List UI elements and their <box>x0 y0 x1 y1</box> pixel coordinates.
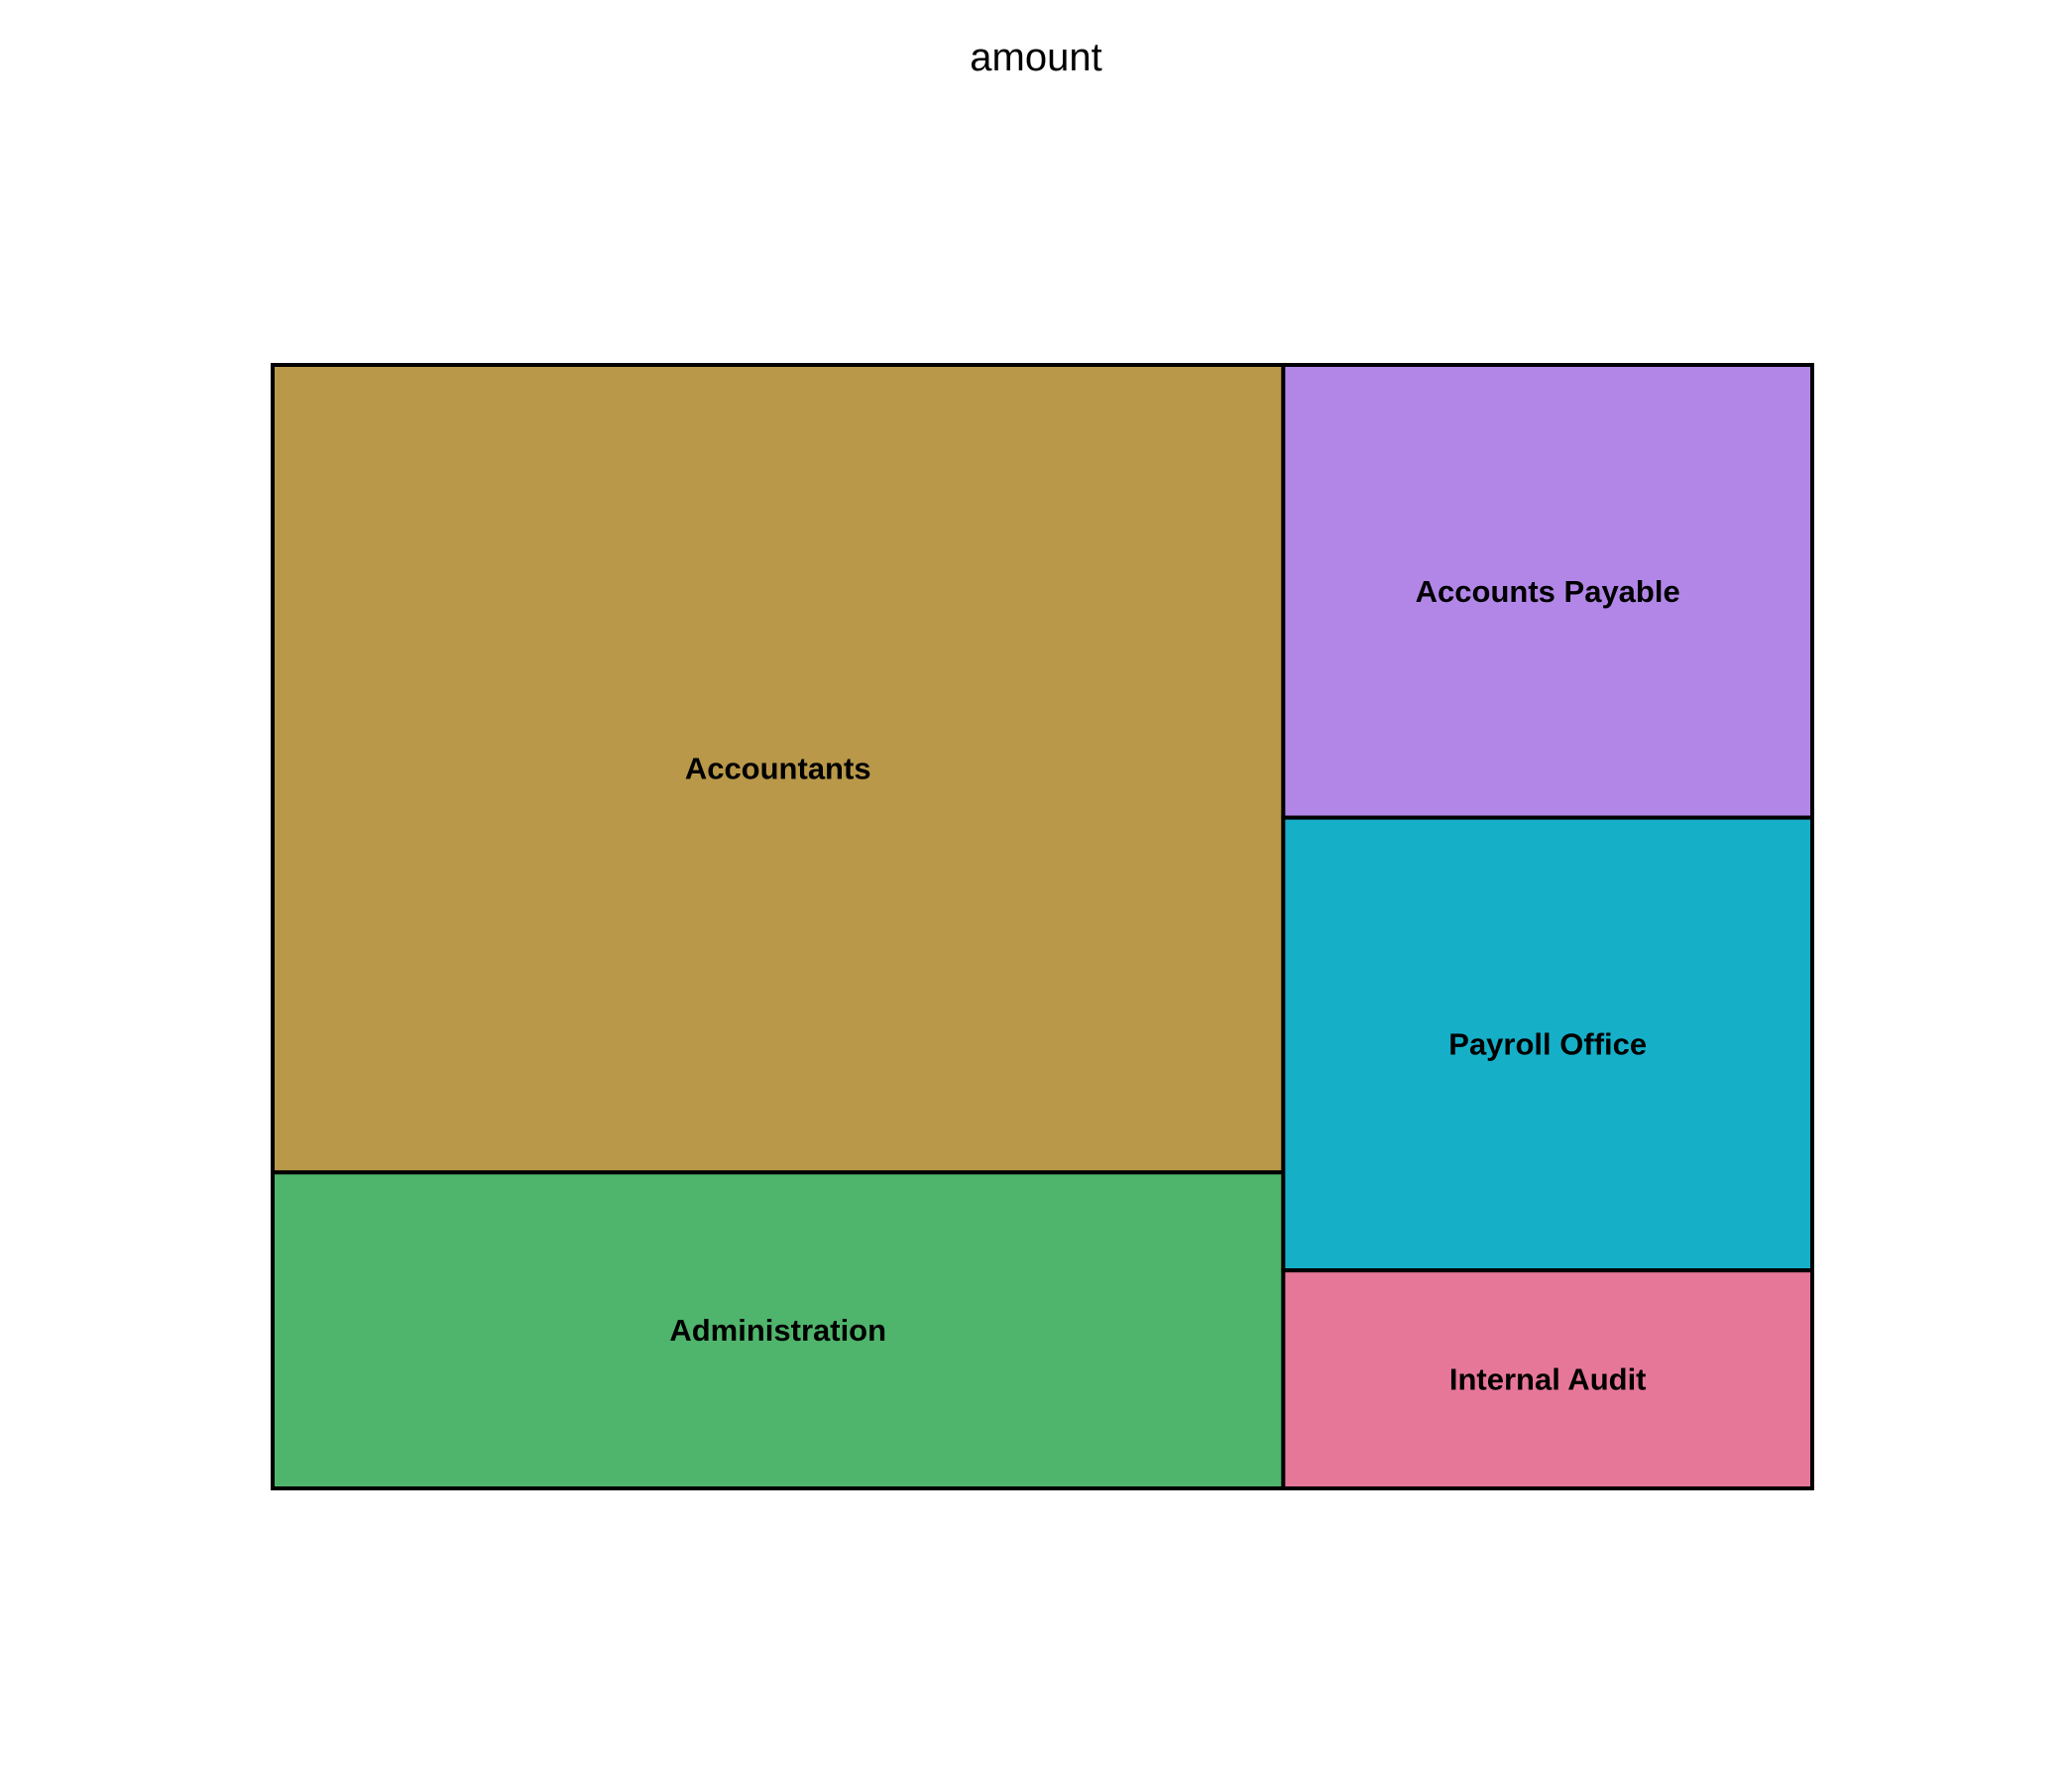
tile-label-accounts-payable: Accounts Payable <box>1416 574 1680 609</box>
chart-title: amount <box>970 36 1102 79</box>
tile-label-administration: Administration <box>669 1313 886 1348</box>
tile-accountants <box>271 363 1286 1175</box>
tile-label-internal-audit: Internal Audit <box>1449 1362 1647 1397</box>
tile-accounts-payable <box>1281 363 1814 820</box>
tile-internal-audit <box>1281 1268 1814 1490</box>
tile-administration <box>271 1170 1286 1490</box>
tile-payroll-office <box>1281 815 1814 1273</box>
tile-label-accountants: Accountants <box>685 752 871 786</box>
treemap-tiles: Accountants Administration Accounts Payabl… <box>271 363 1814 1490</box>
tile-label-payroll-office: Payroll Office <box>1448 1026 1647 1061</box>
